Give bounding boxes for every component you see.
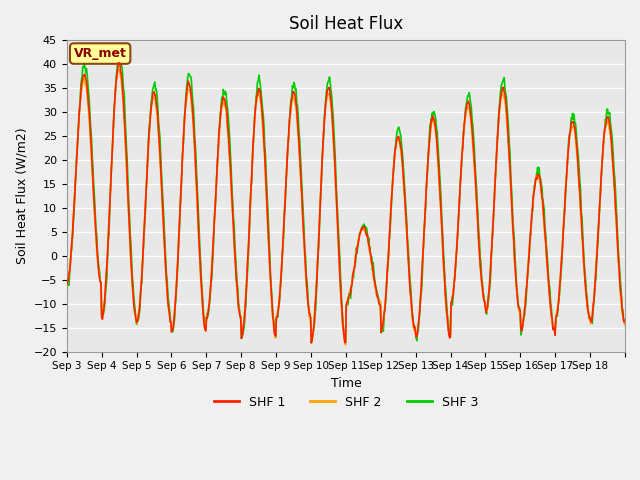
- Legend: SHF 1, SHF 2, SHF 3: SHF 1, SHF 2, SHF 3: [209, 391, 483, 414]
- SHF 3: [129, 281, 137, 287]
- SHF 3: [621, 319, 629, 325]
- Line: SHF 2: SHF 2: [67, 70, 625, 345]
- SHF 2: [621, 322, 629, 328]
- SHF 2: [436, 197, 444, 203]
- SHF 1: [129, 288, 137, 294]
- SHF 3: [232, 255, 239, 261]
- SHF 2: [232, 266, 239, 272]
- SHF 1: [307, 340, 315, 346]
- SHF 1: [232, 264, 239, 269]
- SHF 1: [621, 317, 629, 323]
- SHF 2: [280, 209, 288, 215]
- SHF 2: [63, 282, 70, 288]
- SHF 1: [259, 124, 267, 130]
- X-axis label: Time: Time: [330, 377, 361, 390]
- SHF 3: [436, 180, 444, 185]
- Line: SHF 3: SHF 3: [67, 53, 625, 343]
- SHF 3: [63, 280, 70, 286]
- SHF 1: [405, 264, 413, 270]
- SHF 3: [259, 112, 267, 118]
- SHF 2: [259, 132, 267, 138]
- SHF 3: [307, 340, 315, 346]
- SHF 1: [115, 60, 122, 66]
- SHF 2: [129, 292, 137, 298]
- SHF 2: [342, 342, 349, 348]
- Line: SHF 1: SHF 1: [67, 63, 625, 343]
- SHF 3: [115, 50, 122, 56]
- SHF 2: [405, 267, 413, 273]
- SHF 1: [436, 192, 444, 198]
- Title: Soil Heat Flux: Soil Heat Flux: [289, 15, 403, 33]
- Y-axis label: Soil Heat Flux (W/m2): Soil Heat Flux (W/m2): [15, 128, 28, 264]
- SHF 1: [63, 281, 70, 287]
- SHF 3: [280, 214, 288, 220]
- SHF 1: [280, 211, 288, 216]
- Text: VR_met: VR_met: [74, 47, 127, 60]
- SHF 3: [405, 256, 413, 262]
- SHF 2: [115, 67, 123, 73]
